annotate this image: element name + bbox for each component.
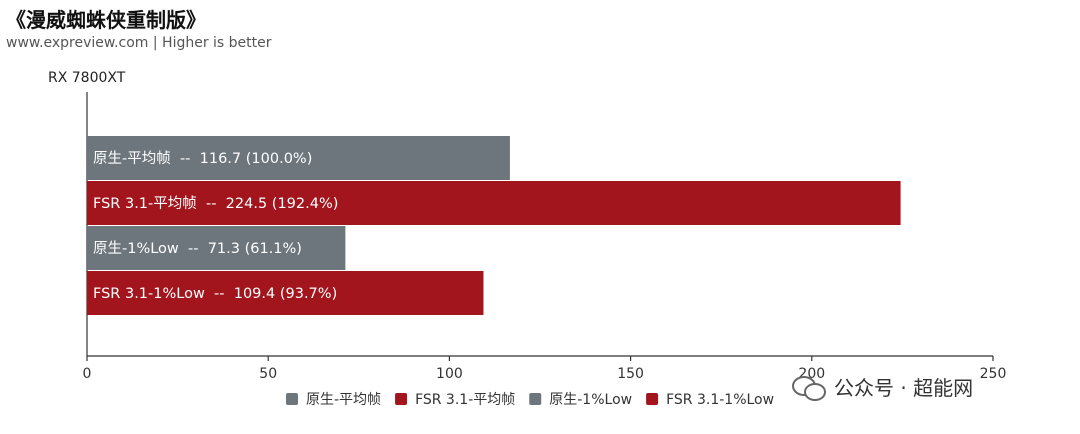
- bar-data-label: 原生-平均帧 -- 116.7 (100.0%): [93, 150, 312, 167]
- legend-entry: FSR 3.1-平均帧: [415, 392, 515, 408]
- bar: [87, 136, 510, 180]
- bar: [87, 271, 484, 315]
- watermark-text: 公众号 · 超能网: [834, 376, 974, 400]
- group-label: RX 7800XT: [48, 70, 126, 86]
- legend-swatch: [646, 393, 659, 405]
- legend-entry: FSR 3.1-1%Low: [666, 392, 774, 408]
- legend-swatch: [395, 393, 408, 405]
- x-tick-label: 150: [617, 366, 644, 382]
- chart-title: 《漫威蜘蛛侠重制版》: [6, 8, 206, 32]
- x-tick-label: 50: [259, 366, 277, 382]
- legend-entry: 原生-1%Low: [549, 392, 632, 408]
- x-tick-label: 100: [436, 366, 463, 382]
- chart-subtitle: www.expreview.com | Higher is better: [6, 35, 272, 51]
- legend-swatch: [286, 393, 298, 405]
- x-tick-label: 0: [83, 366, 92, 382]
- bar-data-label: FSR 3.1-平均帧 -- 224.5 (192.4%): [93, 195, 338, 212]
- bar: [87, 226, 346, 270]
- watermark: 公众号 · 超能网: [792, 372, 973, 401]
- legend-entry: 原生-平均帧: [306, 392, 381, 408]
- legend-swatch: [529, 393, 542, 405]
- x-tick-label: 250: [980, 366, 1007, 382]
- wechat-icon: [792, 374, 826, 401]
- bar-data-label: FSR 3.1-1%Low -- 109.4 (93.7%): [93, 286, 337, 302]
- bar-data-label: 原生-1%Low -- 71.3 (61.1%): [93, 240, 302, 257]
- bar: [87, 181, 901, 225]
